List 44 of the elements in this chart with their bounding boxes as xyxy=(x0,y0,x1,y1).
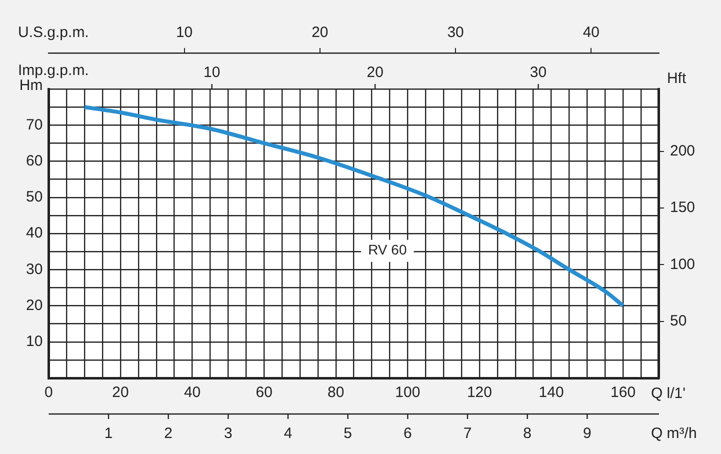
text: 6 xyxy=(404,425,412,442)
text: 10 xyxy=(204,64,220,82)
y2-tick-label: 50 xyxy=(670,312,687,330)
text: 8 xyxy=(523,425,532,442)
y-axis-title: Hm xyxy=(19,77,43,94)
text: 5 xyxy=(344,425,352,442)
x-tick-label: 20 xyxy=(112,384,129,402)
x-tick-label: 60 xyxy=(256,384,272,402)
text: RV 60 xyxy=(368,242,407,258)
x-tick-label: 0 xyxy=(44,384,53,402)
y-tick-label: 10 xyxy=(26,333,43,350)
x-tick-label: 160 xyxy=(610,384,636,402)
text: 4 xyxy=(284,425,292,442)
text: 2 xyxy=(164,425,173,442)
y-tick-label: 60 xyxy=(26,152,43,170)
y2-axis-title: Hft xyxy=(666,70,687,88)
x-tick-label: 40 xyxy=(184,384,201,402)
x2-tick-label: 20 xyxy=(312,24,328,42)
text: Q m³/h xyxy=(650,425,697,442)
x2-axis-title: U.S.g.p.m. xyxy=(18,24,89,42)
y2-tick-label: 150 xyxy=(670,199,696,216)
y2-tick-label: 100 xyxy=(670,256,696,273)
text: 1 xyxy=(104,425,113,442)
y-tick-label: 70 xyxy=(26,116,43,134)
x-tick-label: 80 xyxy=(328,384,344,402)
y-tick-label: 50 xyxy=(26,188,43,206)
text: 9 xyxy=(583,425,592,442)
text: 30 xyxy=(530,64,547,82)
text: 7 xyxy=(463,425,472,442)
line-series xyxy=(82,105,626,308)
y-tick-label: 30 xyxy=(26,260,43,278)
y2-tick-label: 200 xyxy=(670,142,696,160)
x2-tick-label: 30 xyxy=(447,24,464,42)
x-tick-label: 120 xyxy=(466,384,492,402)
text: Imp.g.p.m. xyxy=(18,62,89,80)
x2-tick-label: 40 xyxy=(582,24,600,42)
y-tick-label: 40 xyxy=(26,224,43,242)
x-tick-label: 140 xyxy=(538,384,564,402)
x2-tick-label: 10 xyxy=(176,24,193,42)
x-axis-title: Q l/1' xyxy=(650,385,686,402)
text: 3 xyxy=(224,425,232,442)
text: 20 xyxy=(366,64,384,82)
x-tick-label: 100 xyxy=(395,384,420,402)
y-tick-label: 20 xyxy=(26,296,43,314)
